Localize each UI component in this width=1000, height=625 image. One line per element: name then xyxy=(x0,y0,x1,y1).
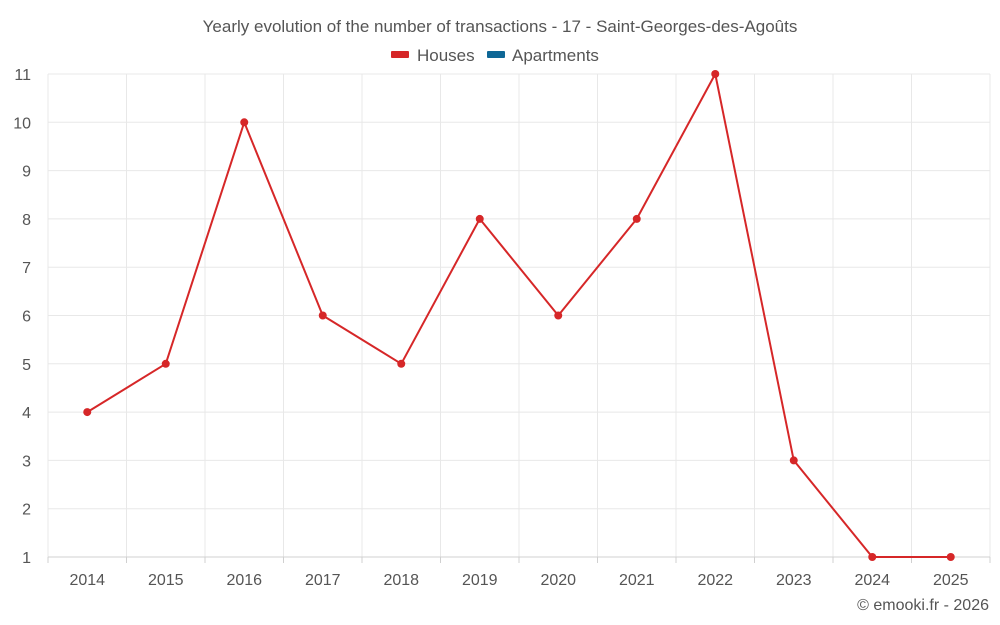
series xyxy=(83,70,955,561)
y-tick-label: 5 xyxy=(22,357,31,374)
x-tick-label: 2017 xyxy=(305,572,341,589)
y-tick-label: 11 xyxy=(14,67,31,84)
legend-item-apartments[interactable]: Apartments xyxy=(487,46,599,65)
y-tick-label: 7 xyxy=(22,260,31,277)
y-tick-label: 6 xyxy=(22,309,31,326)
legend: Houses Apartments xyxy=(391,46,599,65)
series-line-houses xyxy=(86,73,951,558)
legend-swatch-apartments xyxy=(487,51,505,58)
axes xyxy=(47,556,991,563)
y-tick-label: 10 xyxy=(13,115,31,132)
data-point-houses-2015[interactable] xyxy=(161,359,170,368)
chart-title: Yearly evolution of the number of transa… xyxy=(203,17,798,36)
x-tick-label: 2024 xyxy=(854,572,890,589)
y-tick-label: 2 xyxy=(22,502,31,519)
data-point-houses-2014[interactable] xyxy=(83,408,92,417)
gridlines xyxy=(47,73,991,557)
legend-swatch-houses xyxy=(391,51,409,58)
y-tick-label: 4 xyxy=(22,405,31,422)
data-point-houses-2020[interactable] xyxy=(554,311,563,320)
x-tick-label: 2021 xyxy=(619,572,655,589)
x-tick-label: 2025 xyxy=(933,572,969,589)
data-point-houses-2022[interactable] xyxy=(711,70,720,78)
credit-text: © emooki.fr - 2026 xyxy=(857,597,989,614)
legend-label-houses: Houses xyxy=(417,46,475,65)
x-tick-label: 2019 xyxy=(462,572,498,589)
y-tick-label: 8 xyxy=(22,212,31,229)
data-point-houses-2024[interactable] xyxy=(868,553,877,561)
x-axis-ticks: 2014 2015 2016 2017 2018 2019 2020 2021 2022 2023… xyxy=(69,572,968,589)
data-point-houses-2021[interactable] xyxy=(632,214,641,223)
legend-item-houses[interactable]: Houses xyxy=(391,46,475,65)
data-point-houses-2025[interactable] xyxy=(946,553,955,561)
x-tick-label: 2020 xyxy=(540,572,576,589)
data-point-houses-2016[interactable] xyxy=(240,118,249,127)
y-axis-ticks: 1 2 3 4 5 6 7 8 9 10 11 xyxy=(13,67,31,567)
y-tick-label: 3 xyxy=(22,453,31,470)
x-tick-label: 2018 xyxy=(383,572,419,589)
y-tick-label: 9 xyxy=(22,164,31,181)
data-point-houses-2023[interactable] xyxy=(789,456,798,465)
data-point-houses-2019[interactable] xyxy=(475,214,484,223)
x-tick-label: 2016 xyxy=(226,572,262,589)
x-tick-label: 2023 xyxy=(776,572,812,589)
x-tick-label: 2014 xyxy=(69,572,105,589)
x-tick-label: 2015 xyxy=(148,572,184,589)
legend-label-apartments: Apartments xyxy=(512,46,599,65)
data-point-houses-2017[interactable] xyxy=(318,311,327,320)
data-point-houses-2018[interactable] xyxy=(397,359,406,368)
y-tick-label: 1 xyxy=(22,550,31,567)
x-tick-label: 2022 xyxy=(697,572,733,589)
